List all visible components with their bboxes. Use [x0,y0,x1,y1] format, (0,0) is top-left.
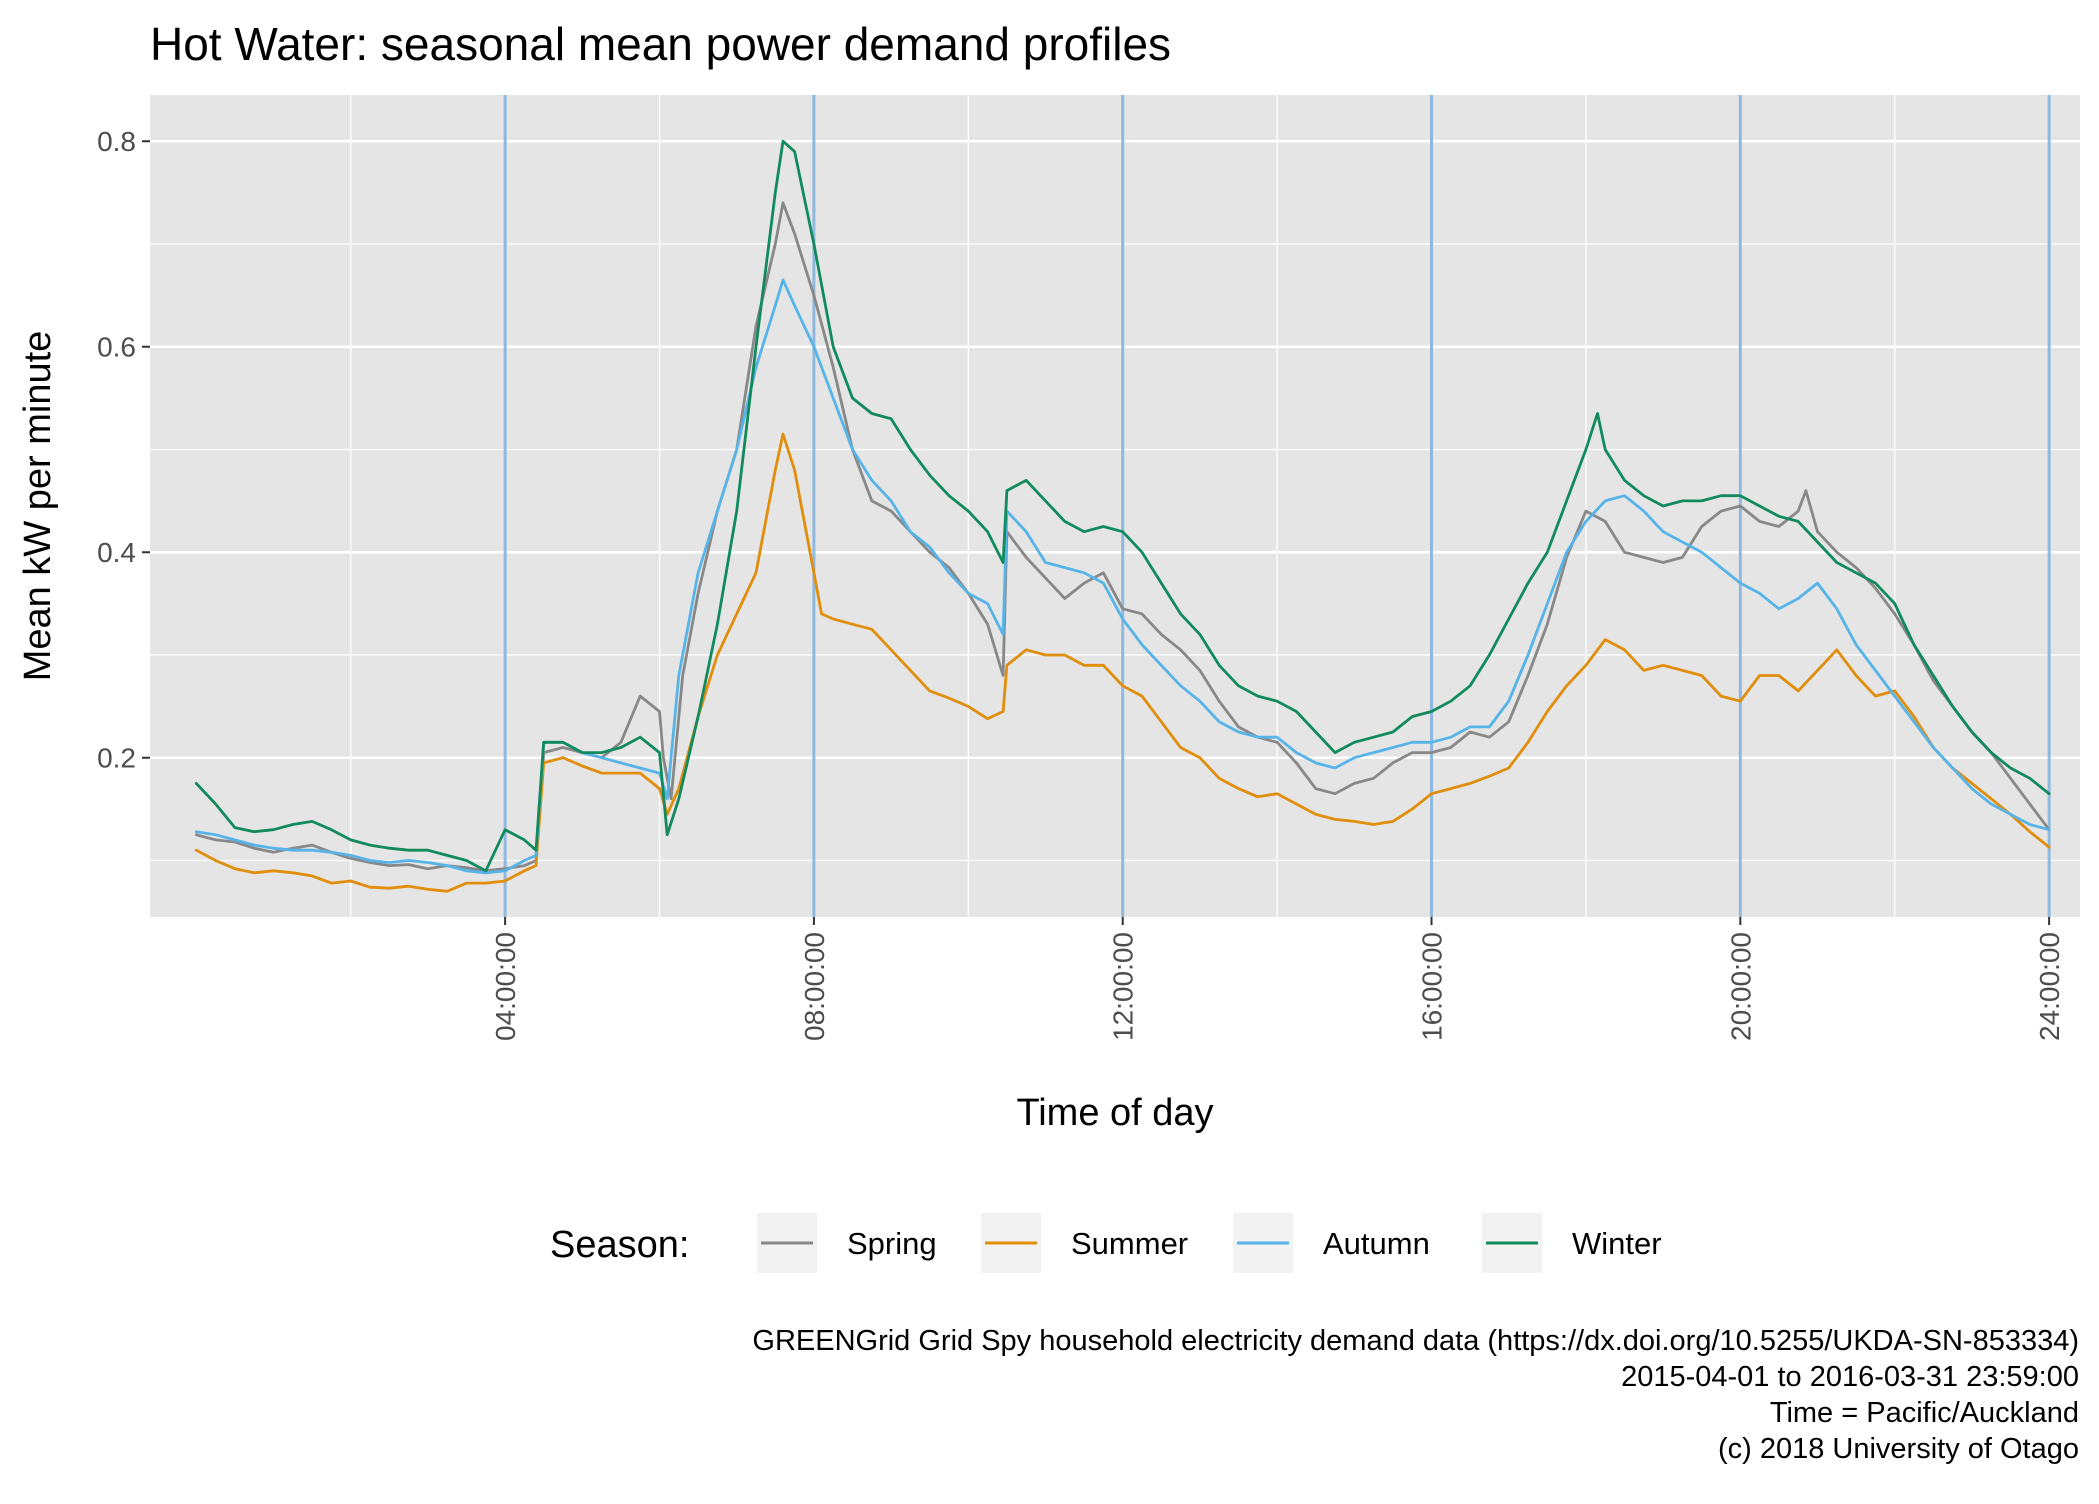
x-tick-label: 24:00:00 [2034,932,2065,1041]
legend-label-summer: Summer [1071,1226,1188,1261]
legend-label-spring: Spring [847,1226,937,1261]
x-tick-label: 16:00:00 [1417,932,1448,1041]
y-axis-title: Mean kW per minute [17,331,59,682]
y-tick-label: 0.4 [97,537,136,568]
x-tick-label: 12:00:00 [1108,932,1139,1041]
x-axis-title: Time of day [1016,1092,1213,1134]
minor-gridlines [150,95,2080,917]
series-layer [194,139,2051,893]
x-tick-label: 04:00:00 [490,932,521,1041]
caption-line: GREENGrid Grid Spy household electricity… [752,1325,2079,1357]
series-line-summer [194,432,2051,893]
legend: Season: Spring Summer Autumn Winter [550,1213,1662,1273]
chart-title: Hot Water: seasonal mean power demand pr… [150,18,1171,70]
series-line-spring [194,201,2051,873]
series-line-autumn [194,278,2051,875]
legend-title: Season: [550,1224,689,1266]
legend-label-autumn: Autumn [1323,1226,1430,1261]
y-tick-label: 0.6 [97,332,136,363]
legend-label-winter: Winter [1572,1226,1662,1261]
series-line-winter [194,139,2051,873]
x-tick-label: 20:00:00 [1725,932,1756,1041]
axes: 0.2 0.4 0.6 0.8 04:00:00 08:00:00 12:00:00 16:0… [97,126,2065,1041]
plot-panel [150,95,2080,917]
caption-line: Time = Pacific/Auckland [1770,1397,2079,1429]
caption: GREENGrid Grid Spy household electricity… [752,1325,2079,1465]
x-tick-label: 08:00:00 [799,932,830,1041]
caption-line: 2015-04-01 to 2016-03-31 23:59:00 [1621,1361,2079,1393]
y-tick-label: 0.8 [97,126,136,157]
caption-line: (c) 2018 University of Otago [1718,1433,2079,1465]
y-tick-label: 0.2 [97,743,136,774]
